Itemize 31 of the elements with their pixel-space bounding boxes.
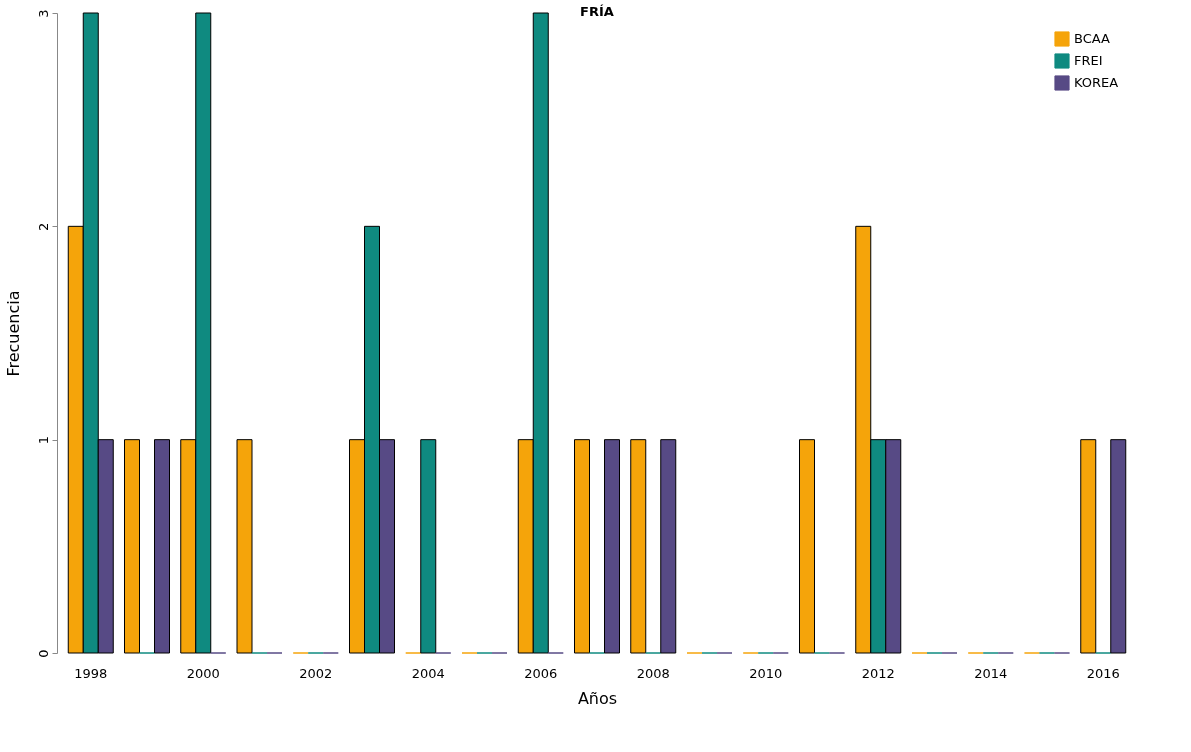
bar (660, 439, 677, 654)
chart-title: FRÍA (580, 3, 614, 19)
y-tick-label: 1 (35, 436, 51, 445)
legend-label: BCAA (1074, 31, 1111, 46)
bar (154, 439, 170, 654)
x-tick-label: 2012 (861, 665, 895, 681)
bar (1080, 439, 1097, 654)
x-tick-label: 1998 (74, 665, 108, 681)
bar (1110, 439, 1127, 654)
x-tick-label: 2016 (1086, 665, 1120, 681)
x-tick-label: 2014 (974, 665, 1008, 681)
bar (420, 439, 437, 654)
y-axis-title: Frecuencia (3, 290, 23, 377)
bar (799, 439, 815, 654)
x-tick-label: 2002 (299, 665, 333, 681)
bar (574, 439, 590, 654)
x-axis-title: Años (577, 688, 618, 708)
bar (604, 439, 620, 654)
y-tick-label: 2 (35, 222, 51, 231)
x-tick-label: 2004 (411, 665, 445, 681)
bar (236, 439, 253, 654)
legend-label: KOREA (1074, 75, 1119, 90)
x-tick-label: 2010 (749, 665, 783, 681)
y-tick-label: 0 (35, 649, 51, 658)
x-tick-label: 2008 (636, 665, 670, 681)
bar (124, 439, 140, 654)
x-tick-label: 2006 (524, 665, 558, 681)
y-tick-label: 3 (35, 9, 51, 18)
legend-label: FREI (1074, 53, 1103, 68)
bar (630, 439, 647, 654)
x-tick-label: 2000 (186, 665, 220, 681)
